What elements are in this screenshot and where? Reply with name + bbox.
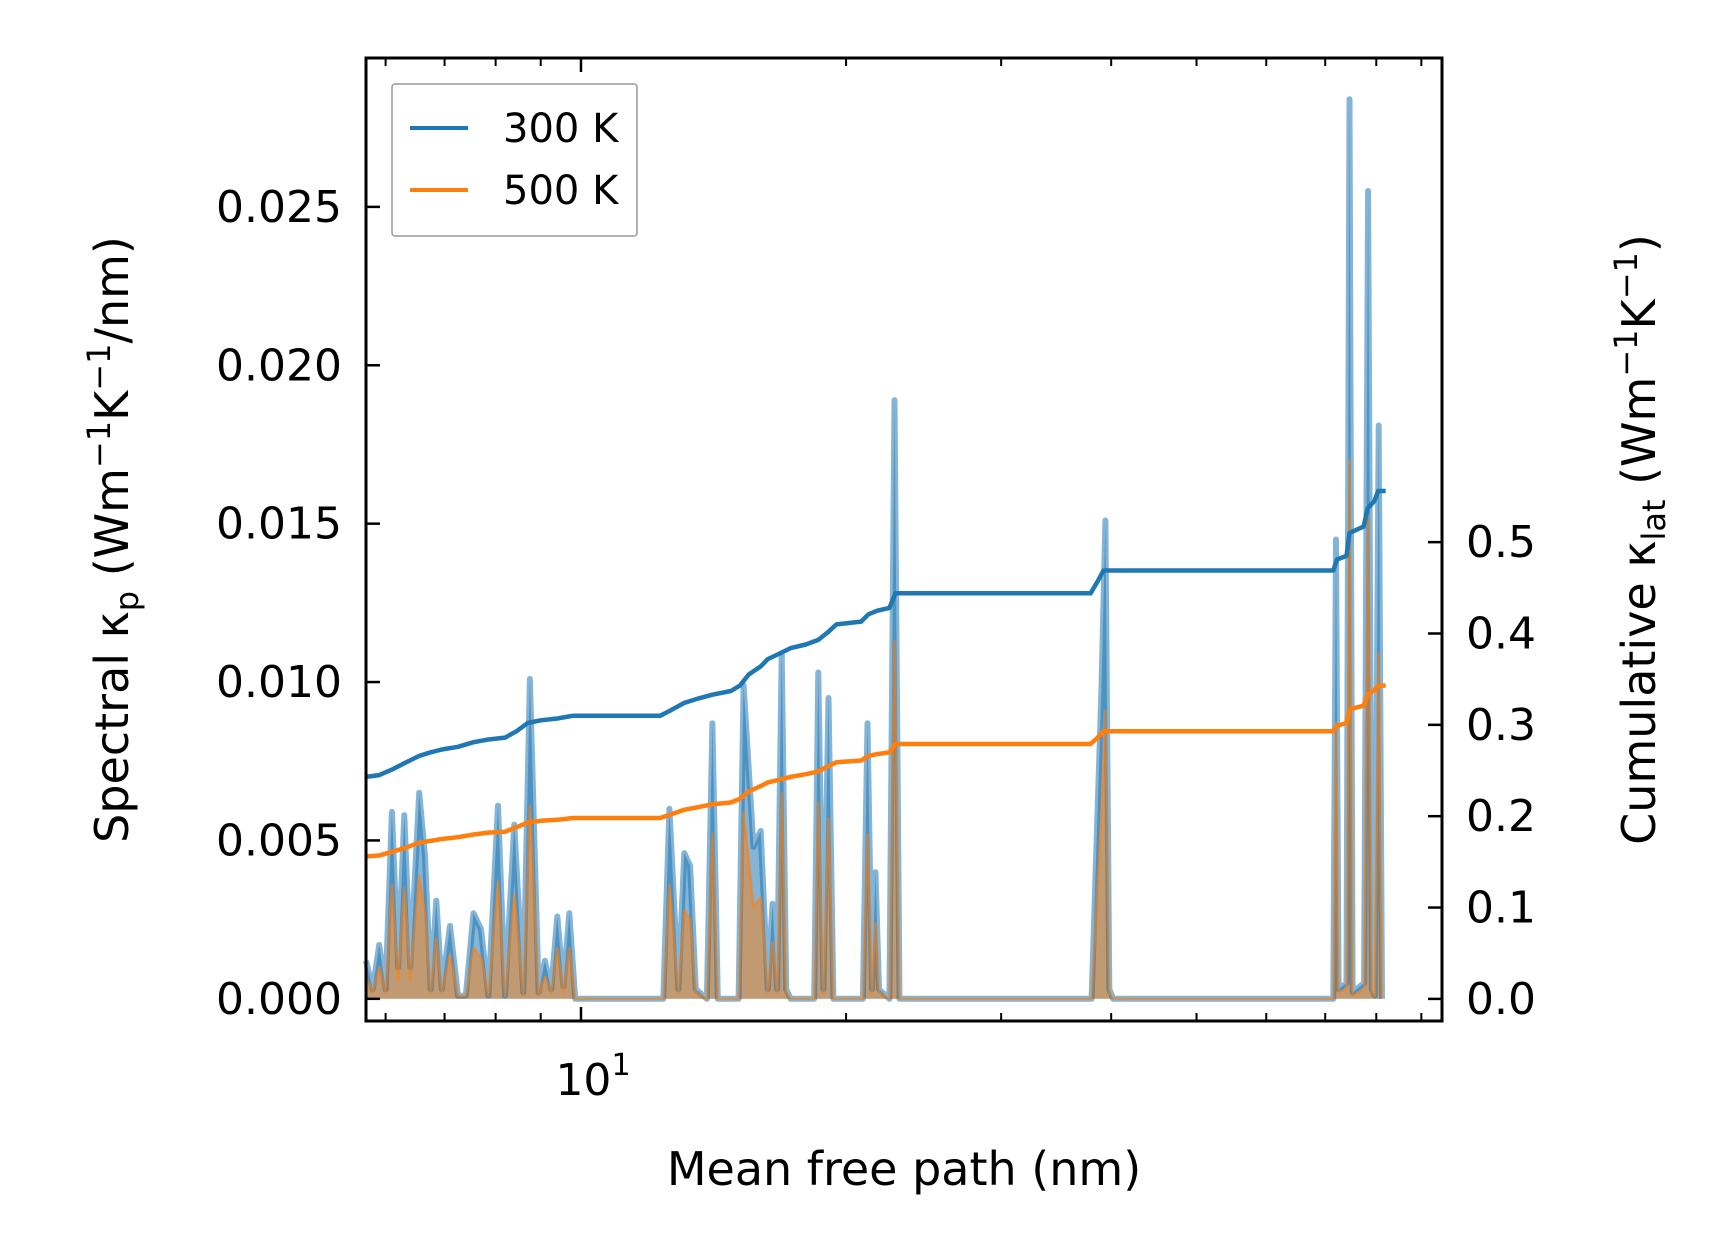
axis-ticks — [366, 58, 1442, 1021]
y-right-tick-label: 0.0 — [1466, 974, 1536, 1025]
legend-box — [391, 83, 638, 237]
spectral-line-500k — [364, 459, 1384, 1001]
cumulative-line-500k — [365, 683, 1386, 859]
y-right-tick-label: 0.3 — [1466, 700, 1536, 751]
cumulative-lines — [365, 488, 1386, 859]
y-right-axis-label: Cumulative κlat (Wm−1K−1) — [1607, 234, 1673, 845]
legend: 300 K 500 K — [391, 83, 638, 237]
y-left-tick-label: 0.010 — [216, 657, 342, 708]
y-left-tick-label: 0.020 — [216, 340, 342, 391]
plot-area — [363, 96, 1386, 1002]
y-left-axis-label: Spectral κp (Wm−1K−1/nm) — [80, 236, 146, 843]
y-left-tick-labels: 0.000 0.005 0.010 0.015 0.020 0.025 — [216, 182, 342, 1025]
y-left-tick-label: 0.025 — [216, 182, 342, 233]
y-right-tick-label: 0.2 — [1466, 791, 1536, 842]
cumulative-line-300k — [365, 488, 1386, 780]
y-right-tick-label: 0.4 — [1466, 608, 1536, 659]
x-tick-exponent: 1 — [611, 1048, 630, 1083]
legend-label-300k: 300 K — [503, 106, 620, 152]
y-left-tick-label: 0.005 — [216, 815, 342, 866]
x-tick-base: 10 — [555, 1055, 611, 1106]
y-left-tick-label: 0.015 — [216, 499, 342, 550]
spectral-lines — [363, 96, 1385, 1002]
y-left-tick-label: 0.000 — [216, 974, 342, 1025]
legend-label-500k: 500 K — [503, 168, 620, 214]
plot-frame — [364, 56, 1444, 1023]
x-axis-label: Mean free path (nm) — [667, 1142, 1141, 1196]
y-right-tick-labels: 0.0 0.1 0.2 0.3 0.4 0.5 — [1466, 517, 1536, 1025]
y-right-tick-label: 0.5 — [1466, 517, 1536, 568]
y-right-tick-label: 0.1 — [1466, 883, 1536, 934]
x-tick-label: 101 — [555, 1048, 630, 1106]
